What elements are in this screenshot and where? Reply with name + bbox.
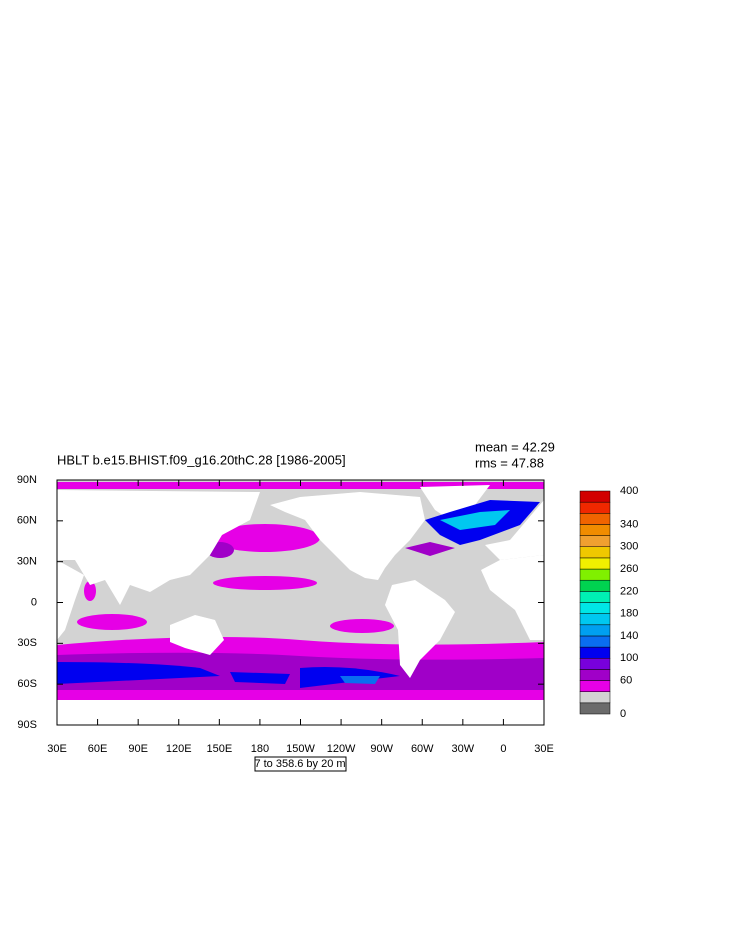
colorbar-label: 180 bbox=[620, 608, 638, 620]
lon-label: 120W bbox=[327, 743, 356, 755]
colorbar-label: 220 bbox=[620, 585, 638, 597]
lon-label: 180 bbox=[251, 743, 269, 755]
lon-label: 150W bbox=[286, 743, 315, 755]
colorbar-box bbox=[579, 591, 611, 603]
colorbar-label: 340 bbox=[620, 518, 638, 530]
lat-label: 30S bbox=[17, 637, 37, 649]
colorbar-box bbox=[579, 624, 611, 637]
contour bbox=[230, 672, 290, 684]
colorbar-label: 260 bbox=[620, 563, 638, 575]
colorbar-box bbox=[579, 635, 611, 648]
contour bbox=[213, 576, 317, 590]
colorbar-box bbox=[579, 646, 611, 659]
lat-label: 60N bbox=[17, 515, 37, 527]
colorbar-box bbox=[579, 658, 611, 670]
colorbar-box bbox=[579, 513, 611, 525]
colorbar-label: 100 bbox=[620, 652, 638, 664]
map-title: HBLT b.e15.BHIST.f09_g16.20thC.28 [1986-… bbox=[57, 452, 346, 467]
rms-label: rms = 47.88 bbox=[475, 455, 544, 470]
lat-label: 30N bbox=[17, 556, 37, 568]
colorbar-label: 0 bbox=[620, 708, 626, 720]
lat-label: 90N bbox=[17, 474, 37, 486]
contour bbox=[340, 676, 380, 684]
axes: 90N 60N 30N 0 30S 60S 90S 30E 60E 90E 120E 150E 180 1… bbox=[17, 474, 554, 755]
lat-label: 60S bbox=[17, 678, 37, 690]
colorbar-box bbox=[579, 557, 611, 570]
contour bbox=[57, 662, 220, 684]
mean-label: mean = 42.29 bbox=[475, 439, 555, 454]
colorbar-box bbox=[579, 579, 611, 592]
colorbar-box bbox=[579, 535, 611, 547]
colorbar-label: 300 bbox=[620, 541, 638, 553]
colorbar-box bbox=[579, 702, 611, 715]
colorbar: 0 60 100 140 180 220 260 300 340 400 bbox=[579, 485, 638, 720]
land bbox=[57, 485, 544, 725]
map-field bbox=[57, 480, 544, 725]
lon-label: 0 bbox=[500, 743, 506, 755]
lon-label: 120E bbox=[166, 743, 192, 755]
lon-label: 60W bbox=[411, 743, 434, 755]
contour bbox=[84, 581, 96, 601]
contour bbox=[210, 524, 320, 552]
colorbar-box bbox=[579, 490, 611, 503]
colorbar-box bbox=[579, 691, 611, 704]
colorbar-box bbox=[579, 669, 611, 681]
colorbar-box bbox=[579, 501, 611, 514]
colorbar-box bbox=[579, 568, 611, 581]
lon-label: 60E bbox=[88, 743, 108, 755]
colorbar-box bbox=[579, 546, 611, 559]
colorbar-label: 140 bbox=[620, 630, 638, 642]
lon-label: 30E bbox=[534, 743, 554, 755]
contour bbox=[330, 619, 394, 633]
lon-label: 30W bbox=[452, 743, 475, 755]
lon-label: 30E bbox=[47, 743, 67, 755]
info-box bbox=[254, 756, 347, 772]
colorbar-box bbox=[579, 680, 611, 692]
contour bbox=[77, 614, 147, 630]
contour bbox=[440, 510, 510, 530]
lat-label: 90S bbox=[17, 719, 37, 731]
colorbar-label: 400 bbox=[620, 485, 638, 497]
lon-label: 90W bbox=[370, 743, 393, 755]
lat-label: 0 bbox=[31, 596, 37, 608]
colorbar-box bbox=[579, 524, 611, 536]
contour-info: 7 to 358.6 by 20 m bbox=[254, 758, 345, 770]
colorbar-box bbox=[579, 602, 611, 614]
contour bbox=[405, 542, 455, 556]
lon-label: 150E bbox=[206, 743, 232, 755]
colorbar-label: 60 bbox=[620, 674, 632, 686]
colorbar-box bbox=[579, 613, 611, 626]
lon-label: 90E bbox=[128, 743, 148, 755]
